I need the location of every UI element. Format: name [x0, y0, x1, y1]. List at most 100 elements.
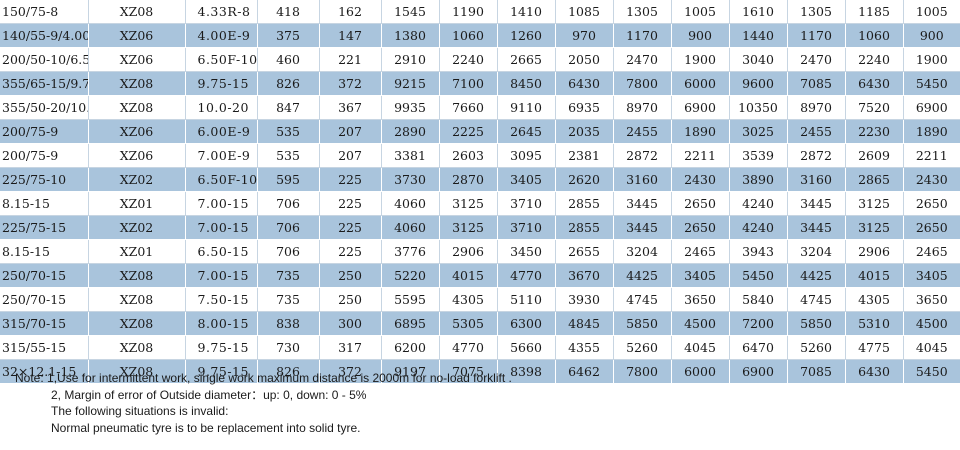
section-width-cell: 225	[318, 239, 381, 264]
load-value-8-cell: 5850	[786, 311, 845, 336]
outside-diameter-cell: 847	[256, 95, 319, 120]
table-row: 8.15-15 XZ01 6.50-15 706 225 3776 2906 3450 2655…	[0, 239, 960, 264]
tyre-size-cell: 315/70-15	[0, 311, 88, 336]
load-value-3-cell: 3450	[496, 239, 555, 264]
outside-diameter-cell: 375	[256, 23, 319, 48]
load-value-3-cell: 3710	[496, 215, 555, 240]
load-value-10-cell: 6900	[902, 95, 960, 120]
load-value-4-cell: 2855	[554, 215, 613, 240]
load-value-3-cell: 1410	[496, 0, 555, 24]
tread-pattern-cell: XZ01	[87, 239, 185, 264]
tread-pattern-cell: XZ02	[87, 167, 185, 192]
load-value-2-cell: 3125	[438, 215, 497, 240]
load-value-2-cell: 7100	[438, 71, 497, 96]
tread-pattern-cell: XZ02	[87, 215, 185, 240]
load-value-7-cell: 5840	[728, 287, 787, 312]
load-value-6-cell: 4045	[670, 335, 729, 360]
rim-spec-cell: 7.00-15	[184, 263, 257, 288]
table-row: 32×12.1-15 XZ08 9.75-15 826 372 9197 7075 8398 6…	[0, 359, 960, 384]
load-value-5-cell: 7800	[612, 359, 671, 384]
load-value-2-cell: 1190	[438, 0, 497, 24]
load-value-6-cell: 2650	[670, 191, 729, 216]
table-row: 200/75-9 XZ06 6.00E-9 535 207 2890 2225 2645 203…	[0, 119, 960, 144]
load-value-10-cell: 4500	[902, 311, 960, 336]
outside-diameter-cell: 706	[256, 215, 319, 240]
rim-spec-cell: 6.50F-10	[184, 167, 257, 192]
table-row: 315/70-15 XZ08 8.00-15 838 300 6895 5305 6300 48…	[0, 311, 960, 336]
load-value-2-cell: 7660	[438, 95, 497, 120]
load-value-9-cell: 1185	[844, 0, 903, 24]
tyre-size-cell: 200/75-9	[0, 143, 88, 168]
load-value-4-cell: 3930	[554, 287, 613, 312]
load-value-3-cell: 3710	[496, 191, 555, 216]
load-value-5-cell: 5850	[612, 311, 671, 336]
load-value-4-cell: 970	[554, 23, 613, 48]
load-value-8-cell: 3204	[786, 239, 845, 264]
load-value-9-cell: 4775	[844, 335, 903, 360]
table-row: 225/75-10 XZ02 6.50F-10 595 225 3730 2870 3405 2…	[0, 167, 960, 192]
load-value-4-cell: 1085	[554, 0, 613, 24]
load-value-9-cell: 3125	[844, 191, 903, 216]
tread-pattern-cell: XZ01	[87, 191, 185, 216]
outside-diameter-cell: 826	[256, 71, 319, 96]
tread-pattern-cell: XZ08	[87, 311, 185, 336]
load-value-8-cell: 2872	[786, 143, 845, 168]
load-value-5-cell: 3160	[612, 167, 671, 192]
tyre-size-cell: 250/70-15	[0, 263, 88, 288]
rim-spec-cell: 8.00-15	[184, 311, 257, 336]
load-value-4-cell: 6430	[554, 71, 613, 96]
load-value-9-cell: 7520	[844, 95, 903, 120]
load-value-7-cell: 3943	[728, 239, 787, 264]
rim-spec-cell: 4.33R-8	[184, 0, 257, 24]
tyre-size-cell: 225/75-15	[0, 215, 88, 240]
load-value-8-cell: 2470	[786, 47, 845, 72]
load-value-7-cell: 3025	[728, 119, 787, 144]
tread-pattern-cell: XZ08	[87, 287, 185, 312]
rim-spec-cell: 6.50-15	[184, 239, 257, 264]
load-value-2-cell: 4770	[438, 335, 497, 360]
load-value-2-cell: 2225	[438, 119, 497, 144]
tyre-size-cell: 200/50-10/6.50	[0, 47, 88, 72]
load-value-10-cell: 5450	[902, 71, 960, 96]
rim-spec-cell: 9.75-15	[184, 359, 257, 384]
load-value-7-cell: 6900	[728, 359, 787, 384]
tyre-size-cell: 8.15-15	[0, 191, 88, 216]
rim-spec-cell: 7.00E-9	[184, 143, 257, 168]
load-value-5-cell: 1305	[612, 0, 671, 24]
load-value-10-cell: 2465	[902, 239, 960, 264]
load-value-2-cell: 5305	[438, 311, 497, 336]
load-value-9-cell: 4305	[844, 287, 903, 312]
load-value-4-cell: 3670	[554, 263, 613, 288]
rim-spec-cell: 7.00-15	[184, 191, 257, 216]
note-line-4: Normal pneumatic tyre is to be replaceme…	[51, 420, 361, 435]
outside-diameter-cell: 595	[256, 167, 319, 192]
load-value-10-cell: 1900	[902, 47, 960, 72]
tread-pattern-cell: XZ08	[87, 0, 185, 24]
load-value-5-cell: 1170	[612, 23, 671, 48]
section-width-cell: 225	[318, 167, 381, 192]
section-width-cell: 225	[318, 191, 381, 216]
tyre-size-cell: 32×12.1-15	[0, 359, 88, 384]
load-value-4-cell: 2035	[554, 119, 613, 144]
tyre-size-cell: 355/65-15/9.75	[0, 71, 88, 96]
table-row: 355/65-15/9.75XZ089.75-15826372921571008…	[0, 71, 960, 96]
load-value-10-cell: 2211	[902, 143, 960, 168]
load-value-2-cell: 3125	[438, 191, 497, 216]
table-row: 225/75-15 XZ02 7.00-15 706 225 4060 3125 3710 28…	[0, 215, 960, 240]
load-value-1-cell: 5595	[380, 287, 439, 312]
tread-pattern-cell: XZ06	[87, 23, 185, 48]
load-value-2-cell: 1060	[438, 23, 497, 48]
tyre-size-cell: 200/75-9	[0, 119, 88, 144]
load-value-6-cell: 900	[670, 23, 729, 48]
load-value-6-cell: 6000	[670, 359, 729, 384]
load-value-3-cell: 8450	[496, 71, 555, 96]
load-value-8-cell: 1170	[786, 23, 845, 48]
load-value-1-cell: 9215	[380, 71, 439, 96]
outside-diameter-cell: 826	[256, 359, 319, 384]
load-value-8-cell: 7085	[786, 359, 845, 384]
tread-pattern-cell: XZ08	[87, 71, 185, 96]
load-value-3-cell: 2665	[496, 47, 555, 72]
load-value-9-cell: 2609	[844, 143, 903, 168]
load-value-2-cell: 4305	[438, 287, 497, 312]
load-value-3-cell: 6300	[496, 311, 555, 336]
